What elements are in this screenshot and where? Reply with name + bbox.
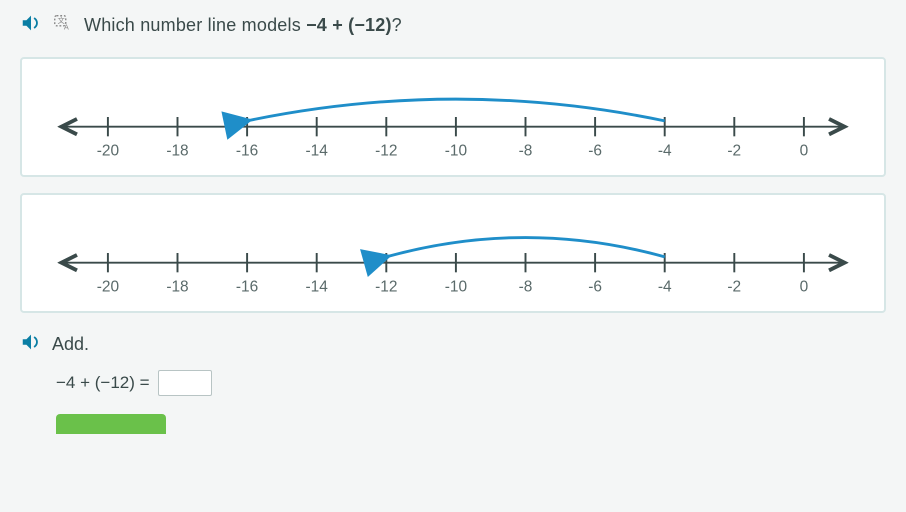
svg-text:0: 0: [800, 143, 809, 160]
svg-text:-20: -20: [97, 143, 119, 160]
add-row: Add.: [20, 331, 886, 358]
svg-text:-8: -8: [519, 143, 533, 160]
svg-text:-12: -12: [375, 279, 397, 296]
svg-text:-10: -10: [445, 279, 467, 296]
svg-text:-4: -4: [658, 279, 672, 296]
svg-text:-10: -10: [445, 143, 467, 160]
expression-row: −4 + (−12) =: [56, 370, 886, 396]
question-text: Which number line models −4 + (−12)?: [84, 15, 402, 36]
speaker-icon[interactable]: [20, 331, 42, 358]
question-row: 文 A Which number line models −4 + (−12)?: [20, 12, 886, 39]
numberline-a-svg: -20-18-16-14-12-10-8-6-4-20: [22, 59, 884, 175]
svg-text:-12: -12: [375, 143, 397, 160]
svg-text:-8: -8: [519, 279, 533, 296]
add-label: Add.: [52, 334, 89, 355]
numberline-option-b[interactable]: -20-18-16-14-12-10-8-6-4-20: [20, 193, 886, 313]
svg-text:-14: -14: [306, 279, 329, 296]
expression-text: −4 + (−12) =: [56, 373, 150, 393]
svg-text:-6: -6: [588, 143, 602, 160]
svg-text:-2: -2: [727, 143, 741, 160]
svg-text:-16: -16: [236, 279, 258, 296]
svg-text:-6: -6: [588, 279, 602, 296]
svg-text:-14: -14: [306, 143, 329, 160]
svg-text:-2: -2: [727, 279, 741, 296]
svg-text:A: A: [64, 22, 69, 31]
svg-text:-20: -20: [97, 279, 119, 296]
answer-input[interactable]: [158, 370, 212, 396]
numberline-b-svg: -20-18-16-14-12-10-8-6-4-20: [22, 195, 884, 311]
submit-button[interactable]: [56, 414, 166, 434]
question-suffix: ?: [392, 15, 402, 35]
svg-text:-18: -18: [166, 279, 188, 296]
numberline-option-a[interactable]: -20-18-16-14-12-10-8-6-4-20: [20, 57, 886, 177]
svg-text:-4: -4: [658, 143, 672, 160]
speaker-icon[interactable]: [20, 12, 42, 39]
svg-text:-16: -16: [236, 143, 258, 160]
question-prefix: Which number line models: [84, 15, 306, 35]
language-toggle-icon[interactable]: 文 A: [52, 12, 74, 39]
svg-text:0: 0: [800, 279, 809, 296]
question-bold: −4 + (−12): [306, 15, 392, 35]
svg-text:-18: -18: [166, 143, 188, 160]
